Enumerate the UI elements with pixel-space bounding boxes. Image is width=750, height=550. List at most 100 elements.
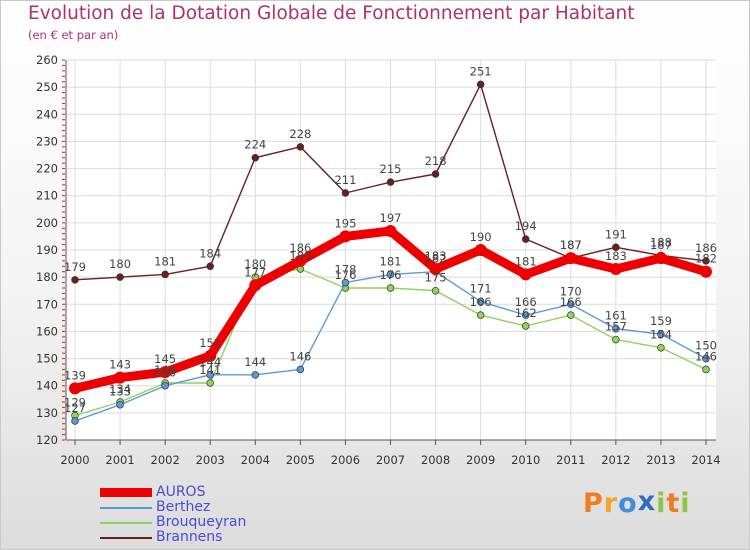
data-label: 180 [109, 257, 131, 271]
legend-swatch [100, 488, 152, 497]
data-label: 144 [244, 355, 266, 369]
legend-label: Brannens [156, 529, 223, 545]
data-label: 251 [470, 64, 492, 78]
data-point [114, 371, 127, 384]
data-label: 143 [109, 358, 131, 372]
data-label: 183 [605, 249, 627, 263]
data-label: 187 [560, 238, 582, 252]
x-tick-label: 2003 [196, 453, 225, 467]
data-label: 180 [244, 257, 266, 271]
data-point [159, 366, 172, 379]
data-label: 141 [154, 363, 176, 377]
data-point [431, 170, 440, 178]
data-label: 146 [289, 349, 311, 363]
logo-letter: o [618, 488, 638, 519]
data-point [702, 257, 710, 265]
data-label: 176 [380, 268, 402, 282]
y-tick-label: 230 [36, 134, 58, 148]
x-tick-label: 2001 [105, 453, 134, 467]
data-label: 177 [244, 265, 266, 279]
data-label: 178 [334, 263, 356, 277]
data-point [567, 311, 575, 319]
data-label: 218 [425, 154, 447, 168]
data-point [564, 252, 577, 265]
data-point [384, 225, 397, 237]
y-tick-label: 210 [36, 189, 58, 203]
proxiti-logo: Proxiti [583, 486, 691, 519]
data-label: 183 [425, 249, 447, 263]
data-label: 197 [380, 211, 402, 225]
data-point [296, 365, 305, 374]
data-label: 150 [695, 339, 717, 353]
data-label: 145 [154, 352, 176, 366]
data-point [116, 400, 124, 409]
data-label: 228 [289, 127, 311, 141]
data-point [567, 300, 575, 309]
data-point [702, 354, 710, 363]
data-label: 175 [425, 271, 447, 285]
data-label: 191 [605, 227, 627, 241]
data-label: 171 [470, 282, 492, 296]
legend-swatch [100, 522, 152, 524]
data-label: 187 [560, 238, 582, 252]
data-point [161, 381, 169, 390]
data-point [476, 297, 485, 306]
x-tick-label: 2014 [691, 453, 720, 467]
data-label: 215 [380, 162, 402, 176]
data-point [431, 286, 440, 295]
series-auros [69, 225, 712, 395]
data-label: 159 [650, 314, 672, 328]
data-label: 184 [199, 246, 221, 260]
data-label: 190 [470, 230, 492, 244]
data-label: 188 [650, 235, 672, 249]
data-point [71, 276, 79, 284]
data-label: 166 [515, 295, 537, 309]
data-point [206, 371, 214, 379]
logo-letter: t [666, 488, 681, 519]
y-tick-label: 120 [36, 433, 58, 447]
data-point [71, 417, 79, 425]
chart-subtitle: (en € et par an) [28, 28, 119, 42]
data-point [116, 273, 124, 281]
data-point [251, 153, 260, 162]
grid [66, 59, 716, 441]
data-label: 146 [695, 349, 717, 363]
data-point [341, 189, 350, 197]
data-point [521, 322, 530, 330]
data-label: 176 [334, 268, 356, 282]
data-point [339, 230, 352, 243]
data-label: 183 [289, 249, 311, 263]
data-point [700, 265, 712, 278]
data-label: 161 [605, 309, 627, 323]
data-point [476, 311, 485, 319]
data-point [251, 371, 260, 379]
logo-letter: x [637, 486, 657, 517]
data-label: 182 [695, 252, 717, 266]
x-tick-label: 2002 [151, 453, 180, 467]
data-label: 179 [64, 260, 86, 274]
data-label: 151 [199, 336, 221, 350]
x-tick-label: 2010 [511, 453, 540, 467]
data-point [609, 263, 622, 275]
x-tick-label: 2005 [286, 453, 315, 467]
data-label: 224 [244, 138, 266, 152]
y-tick-label: 170 [36, 297, 58, 311]
x-tick-label: 2008 [421, 453, 450, 467]
logo-letter: P [583, 488, 604, 519]
series [69, 80, 712, 425]
y-tick-label: 150 [36, 352, 58, 366]
data-label: 139 [64, 368, 86, 382]
data-point [386, 178, 395, 186]
legend-swatch [100, 507, 152, 509]
data-label: 134 [109, 382, 131, 396]
data-label: 186 [695, 241, 717, 255]
data-label: 140 [154, 366, 176, 380]
data-point [69, 382, 81, 395]
y-tick-label: 250 [36, 80, 58, 94]
data-point [296, 143, 305, 151]
chart-title: Evolution de la Dotation Globale de Fonc… [28, 3, 635, 24]
data-point [341, 278, 350, 287]
data-point [612, 243, 620, 252]
data-point [654, 252, 667, 265]
data-point [521, 311, 530, 319]
